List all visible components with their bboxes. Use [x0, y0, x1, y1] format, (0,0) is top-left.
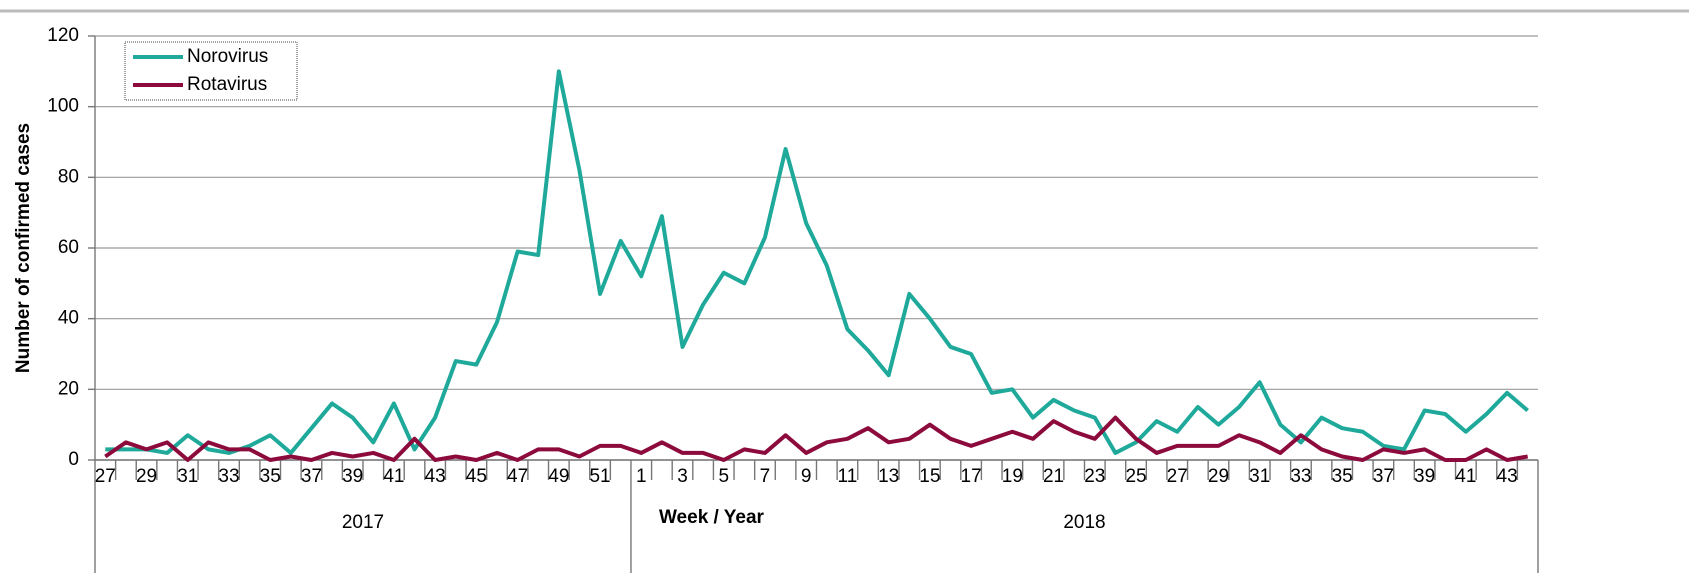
- x-tick-label: 43: [1497, 466, 1518, 487]
- y-tick-label: 120: [47, 25, 79, 46]
- x-tick-label: 7: [760, 466, 771, 487]
- x-tick-label: 5: [718, 466, 729, 487]
- x-tick-label: 15: [919, 466, 940, 487]
- x-tick-label: 29: [136, 466, 157, 487]
- x-tick-label: 27: [1167, 466, 1188, 487]
- x-tick-label: 49: [548, 466, 569, 487]
- x-group-label: 2017: [342, 512, 384, 533]
- x-tick-label: 51: [589, 466, 610, 487]
- y-tick-label: 40: [58, 308, 79, 329]
- x-tick-label: 29: [1208, 466, 1229, 487]
- legend-box: [124, 41, 298, 101]
- x-tick-label: 1: [636, 466, 647, 487]
- x-tick-label: 39: [342, 466, 363, 487]
- y-tick-label: 80: [58, 166, 79, 187]
- x-group-label: 2018: [1063, 512, 1105, 533]
- series-line: [105, 69, 1529, 455]
- legend-label: Rotavirus: [187, 74, 267, 95]
- y-tick-label: 60: [58, 237, 79, 258]
- x-tick-label: 35: [260, 466, 281, 487]
- series-line: [104, 415, 1529, 462]
- x-tick-label: 25: [1125, 466, 1146, 487]
- x-tick-label: 41: [383, 466, 404, 487]
- x-tick-label: 21: [1043, 466, 1064, 487]
- x-tick-label: 37: [301, 466, 322, 487]
- x-tick-label: 3: [677, 466, 688, 487]
- x-axis-label: Week / Year: [659, 507, 765, 528]
- x-tick-label: 13: [878, 466, 899, 487]
- x-tick-label: 35: [1332, 466, 1353, 487]
- y-axis-label: Number of confirmed cases: [13, 123, 34, 373]
- x-tick-label: 39: [1414, 466, 1435, 487]
- x-tick-label: 19: [1002, 466, 1023, 487]
- x-tick-label: 23: [1084, 466, 1105, 487]
- x-tick-label: 43: [425, 466, 446, 487]
- x-tick-label: 41: [1455, 466, 1476, 487]
- x-tick-label: 33: [1290, 466, 1311, 487]
- x-tick-label: 45: [466, 466, 487, 487]
- x-tick-label: 17: [961, 466, 982, 487]
- x-tick-label: 27: [95, 466, 116, 487]
- x-tick-label: 11: [838, 466, 858, 487]
- x-tick-label: 9: [801, 466, 812, 487]
- x-tick-label: 31: [177, 466, 198, 487]
- x-tick-label: 37: [1373, 466, 1394, 487]
- y-tick-label: 0: [68, 449, 79, 470]
- x-tick-label: 33: [218, 466, 239, 487]
- legend-label: Norovirus: [187, 46, 268, 67]
- y-tick-label: 20: [58, 378, 79, 399]
- x-tick-label: 31: [1249, 466, 1270, 487]
- x-tick-label: 47: [507, 466, 528, 487]
- y-tick-label: 100: [47, 96, 79, 117]
